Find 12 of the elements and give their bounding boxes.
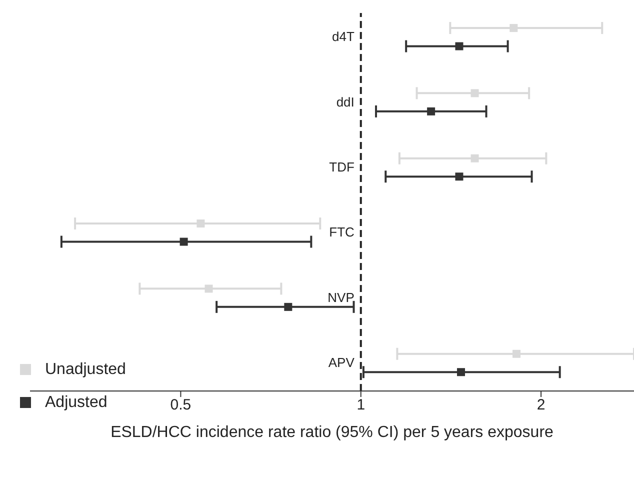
y-tick-label: ddI	[336, 94, 354, 110]
x-tick-label: 0.5	[170, 396, 192, 414]
legend-label: Unadjusted	[45, 360, 126, 378]
y-tick-label: TDF	[329, 159, 354, 174]
x-tick-label: 1	[356, 396, 366, 414]
y-tick-label: d4T	[332, 29, 354, 44]
y-tick-label: FTC	[329, 224, 354, 240]
x-axis-title: ESLD/HCC incidence rate ratio (95% CI) per 5 years exposure	[110, 424, 554, 441]
y-tick-label: APV	[328, 354, 355, 370]
y-tick-label: NVP	[328, 290, 354, 305]
legend-label: Adjusted	[45, 394, 108, 412]
x-tick-label: 2	[536, 396, 546, 414]
